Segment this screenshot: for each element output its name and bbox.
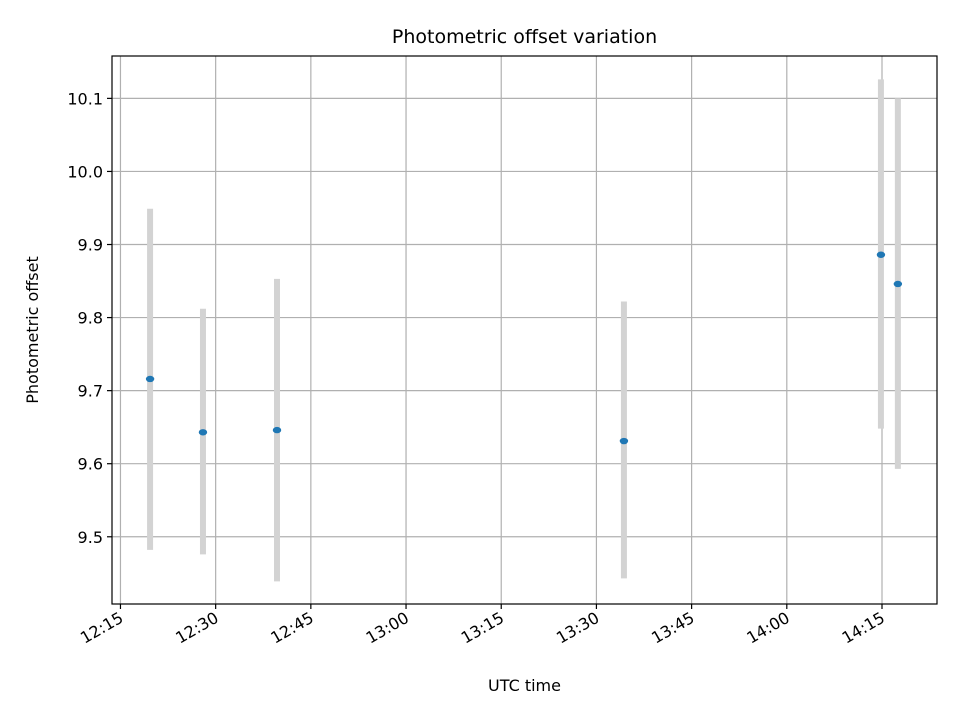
ticks: 12:15 12:30 12:45 13:00 13:15 13:30 13:45 14:00… [67,89,888,647]
x-tick-label: 12:45 [267,608,316,648]
data-points [145,251,903,445]
x-tick-label: 13:45 [648,608,697,648]
y-tick-label: 9.6 [78,455,103,474]
plot-frame [111,55,938,605]
data-point [876,251,886,258]
chart-title: Photometric offset variation [392,26,657,48]
y-tick-label: 9.5 [78,528,103,547]
data-point [145,375,155,383]
y-tick-label: 10.0 [67,162,103,181]
x-tick-label: 13:00 [363,608,412,648]
x-tick-label: 14:15 [839,608,888,648]
x-tick-label: 13:15 [458,608,507,648]
data-point [272,426,282,434]
y-tick-label: 9.9 [78,236,103,255]
data-point [198,429,208,436]
x-tick-label: 12:15 [77,608,126,648]
error-bars [147,79,901,582]
data-point [619,437,629,445]
data-point [893,280,903,288]
x-tick-label: 13:30 [553,608,602,648]
grid [112,56,937,604]
y-tick-label: 10.1 [67,89,103,108]
x-tick-label: 14:00 [743,608,792,648]
y-tick-label: 9.8 [78,309,103,328]
x-axis-title: UTC time [488,676,561,695]
x-tick-label: 12:30 [172,608,221,648]
y-axis-title: Photometric offset [23,256,42,404]
y-tick-label: 9.7 [78,382,103,401]
